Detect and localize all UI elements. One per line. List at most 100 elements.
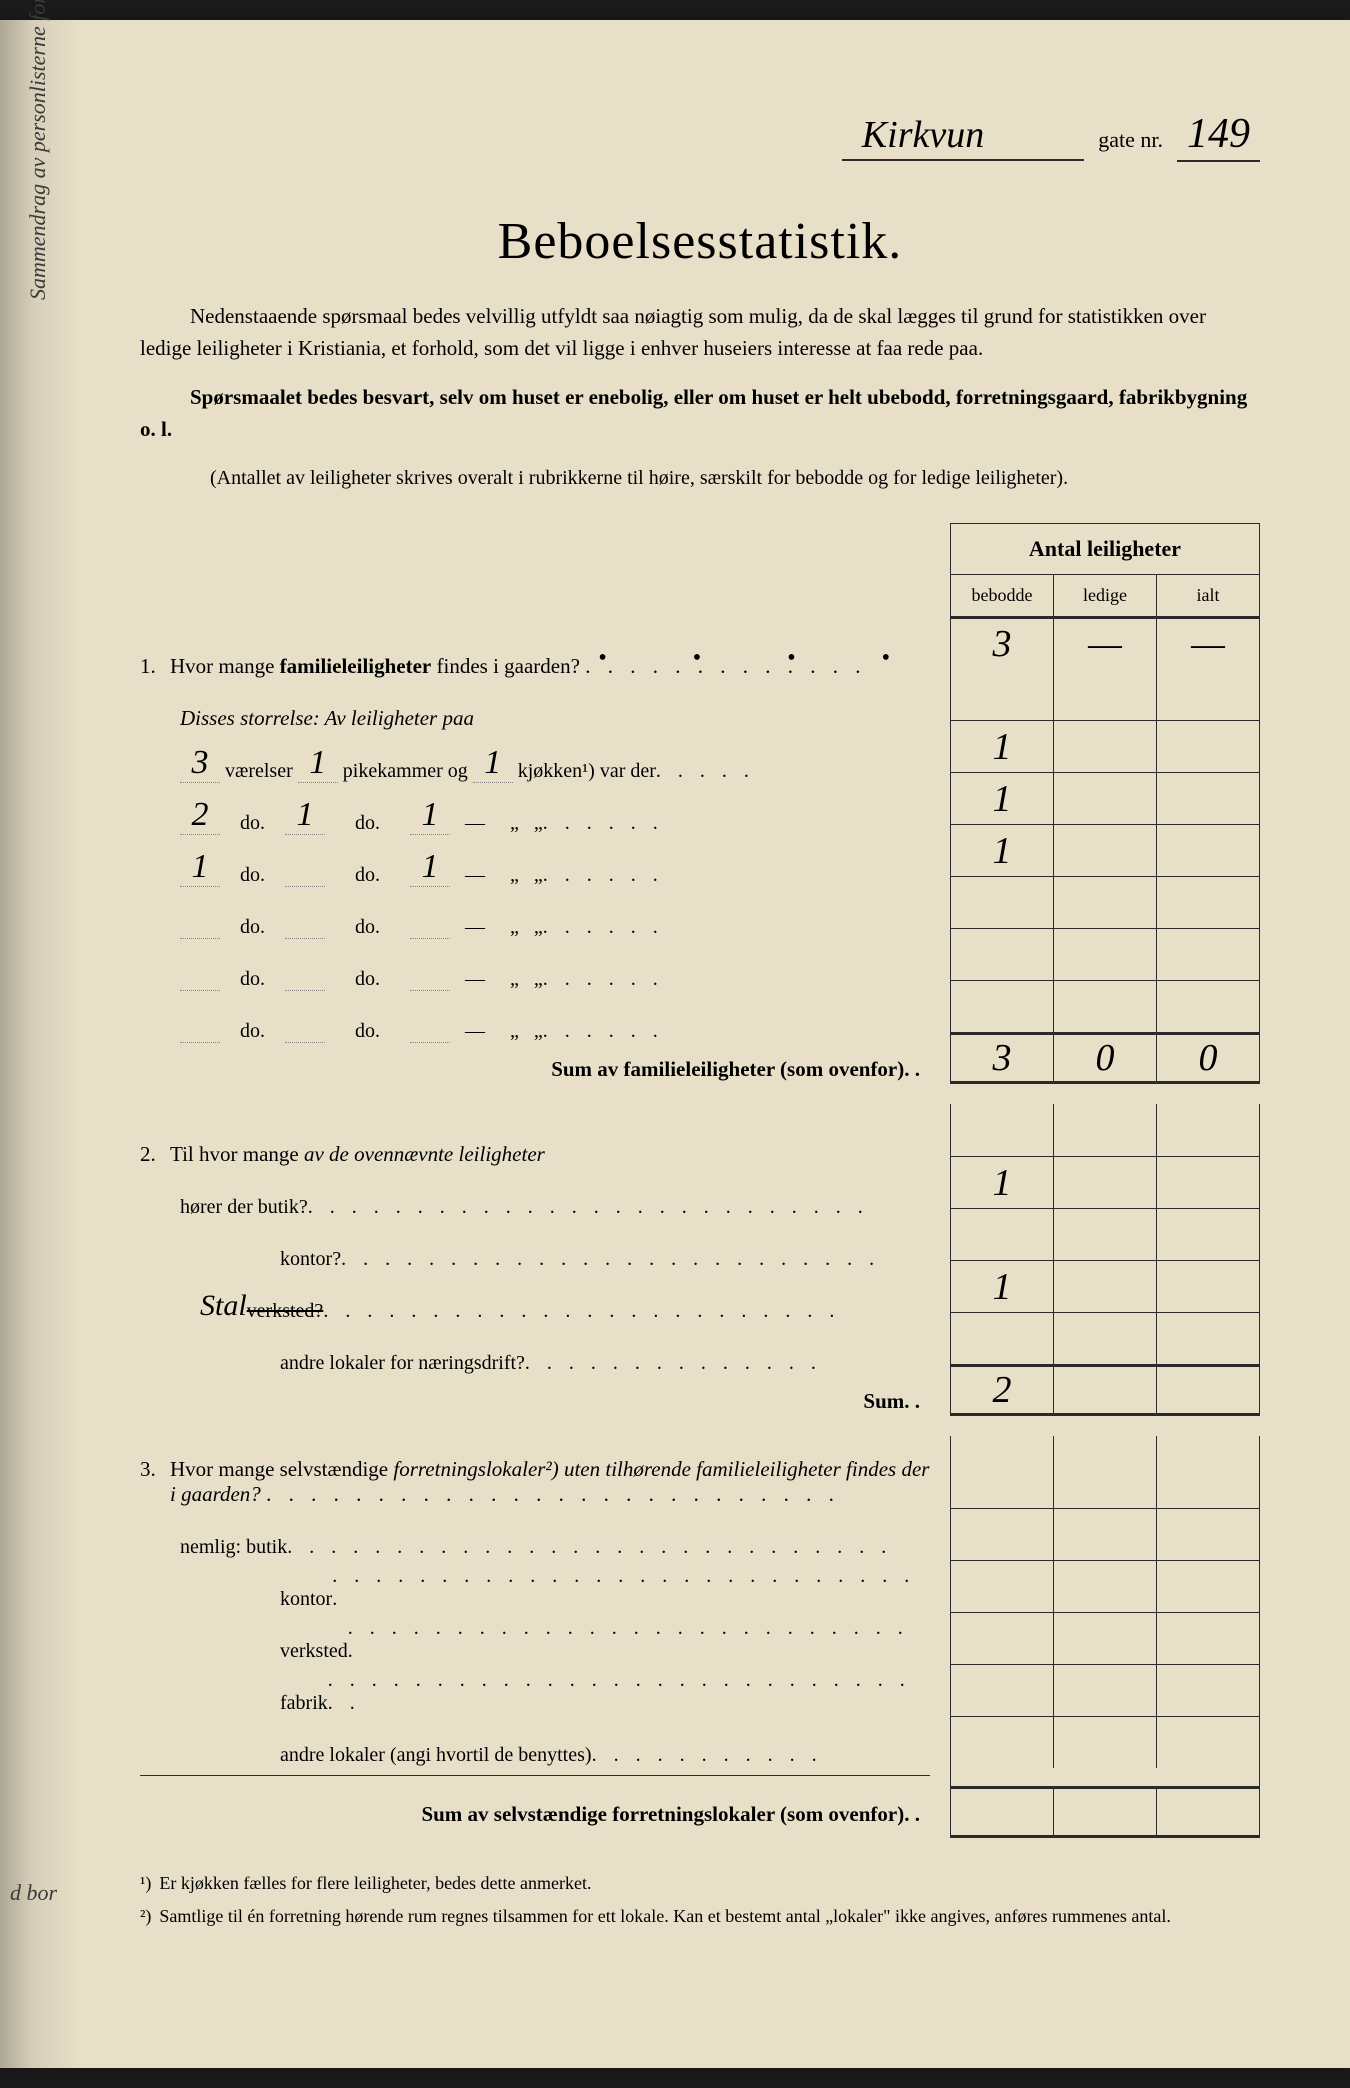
q2-stal-hw: Stal [200,1289,247,1323]
intro-text-2: Spørsmaalet bedes besvart, selv om huset… [140,385,1247,441]
s3-ialt [1157,825,1259,876]
q3-fabrik-dots: . . . . . . . . . . . . . . . . . . . . … [328,1669,930,1715]
q2-verksted-strike: verksted? [247,1300,324,1323]
ans-size-4 [950,876,1260,928]
s6-ialt [1157,981,1259,1032]
spacer-cell [1157,1436,1259,1508]
r1-kjok: 1 [473,744,513,783]
s2-ledige [1054,773,1157,824]
q2-butik-ledige [1054,1157,1157,1208]
ans-q3-butik [950,1508,1260,1560]
sum1-bebodde: 3 [951,1035,1054,1081]
q3-row-andre: andre lokaler (angi hvortil de benyttes)… [140,1715,930,1767]
spacer-cell [1157,668,1259,720]
table-header-title: Antal leiligheter [951,524,1259,575]
kjokken-label: kjøkken¹) var der [518,760,656,783]
sum2-row: Sum. . [140,1375,930,1427]
col-ialt: ialt [1157,575,1259,616]
r3-vaer: 1 [180,848,220,887]
q3-dots: . . . . . . . . . . . . . . . . . . . . … [266,1482,840,1506]
q3-text: Hvor mange selvstændige forretningslokal… [170,1457,930,1507]
question-2: 2. Til hvor mange av de ovennævnte leili… [140,1115,930,1167]
q1-bebodde: 3 [951,619,1054,668]
q1-bold: familieleiligheter [280,654,432,678]
col-ledige: ledige [1054,575,1157,616]
q3-kontor-ans [951,1561,1054,1612]
r4-do2: do. [355,916,380,939]
q3-verksted-dots: . . . . . . . . . . . . . . . . . . . . … [348,1617,930,1663]
pikekammer-label: pikekammer og [343,760,468,783]
left-margin-text: Sammendrag av personlisterne for huset [25,0,51,300]
r5-do2: do. [355,968,380,991]
gate-nr: 149 [1177,110,1260,162]
ans-q3-kontor [950,1560,1260,1612]
col-bebodde: bebodde [951,575,1054,616]
s6-ans [951,981,1054,1032]
q2-kontor-ans [951,1209,1054,1260]
r5-vaer [180,952,220,991]
r4-vaer [180,900,220,939]
ans-q2-andre [950,1312,1260,1364]
q2-stal-ledige [1054,1261,1157,1312]
r6-pike [285,1004,325,1043]
ans-q3-verksted [950,1612,1260,1664]
disses-row: Disses storrelse: Av leiligheter paa [140,679,930,731]
s2-ialt [1157,773,1259,824]
size-row-4: do. do. — „ „ . . . . . . [140,887,930,939]
ans-q2-butik: 1 [950,1156,1260,1208]
fn2-mark: ²) [140,1903,151,1930]
q2-row-kontor: kontor? . . . . . . . . . . . . . . . . … [140,1219,930,1271]
r4-pike [285,900,325,939]
q1-ialt: — [1157,619,1259,668]
sum1-row: Sum av familieleiligheter (som ovenfor).… [140,1043,930,1095]
q3-fabrik-ledige [1054,1665,1157,1716]
q3-divider [140,1775,930,1776]
q3-row-fabrik: fabrik . . . . . . . . . . . . . . . . .… [140,1663,930,1715]
s4-ans [951,877,1054,928]
s5-ledige [1054,929,1157,980]
r5-dots: . . . . . . [543,968,664,991]
ans-q3-head-spacer [950,1436,1260,1508]
q2-butik-dots: . . . . . . . . . . . . . . . . . . . . … [308,1196,869,1219]
s4-ialt [1157,877,1259,928]
q2-stal-ans: 1 [951,1261,1054,1312]
q3-fabrik-ans [951,1665,1054,1716]
sum3-label: Sum av selvstændige forretningslokaler (… [421,1802,920,1827]
ans-sum1: 3 0 0 [950,1032,1260,1084]
r6-dots: . . . . . . [543,1020,664,1043]
q2-butik-ans: 1 [951,1157,1054,1208]
size-row-2: 2 do. 1 do. 1 — „ „ . . . . . . [140,783,930,835]
r5-pike [285,952,325,991]
spacer-cell [1054,668,1157,720]
sum1-ialt: 0 [1157,1035,1259,1081]
q3-kontor-ialt [1157,1561,1259,1612]
q2-spacer [140,1095,930,1115]
footnote-1: ¹) Er kjøkken fælles for flere leilighet… [140,1870,1260,1897]
q1-number: 1. [140,654,170,679]
spacer-cell [951,1436,1054,1508]
q3-spacer [140,1427,930,1447]
q3-kontor-label: kontor [280,1588,332,1611]
r2-dots: . . . . . . [543,812,664,835]
q3-andre-dots: . . . . . . . . . . . [592,1744,823,1767]
q2-butik-label: hører der butik? [180,1196,308,1219]
sum2-ans: 2 [951,1367,1054,1413]
sum3-ledige [1054,1789,1157,1835]
r3-kjok: 1 [410,848,450,887]
sum1-ledige: 0 [1054,1035,1157,1081]
street-name: Kirkvun [842,113,1084,161]
s1-ans: 1 [951,721,1054,772]
ans-size-6 [950,980,1260,1032]
r2-vaer: 2 [180,796,220,835]
q2-andre-ialt [1157,1313,1259,1364]
ans-q2-stal: 1 [950,1260,1260,1312]
q3-kontor-ledige [1054,1561,1157,1612]
r6-vaer [180,1004,220,1043]
q2-stal-ialt [1157,1261,1259,1312]
r3-do1: do. [240,864,265,887]
q2-kontor-ialt [1157,1209,1259,1260]
q1-ledige: — [1054,619,1157,668]
ans-sum2: 2 [950,1364,1260,1416]
ans-q1: 3 — — [950,616,1260,668]
q2-andre-ledige [1054,1313,1157,1364]
